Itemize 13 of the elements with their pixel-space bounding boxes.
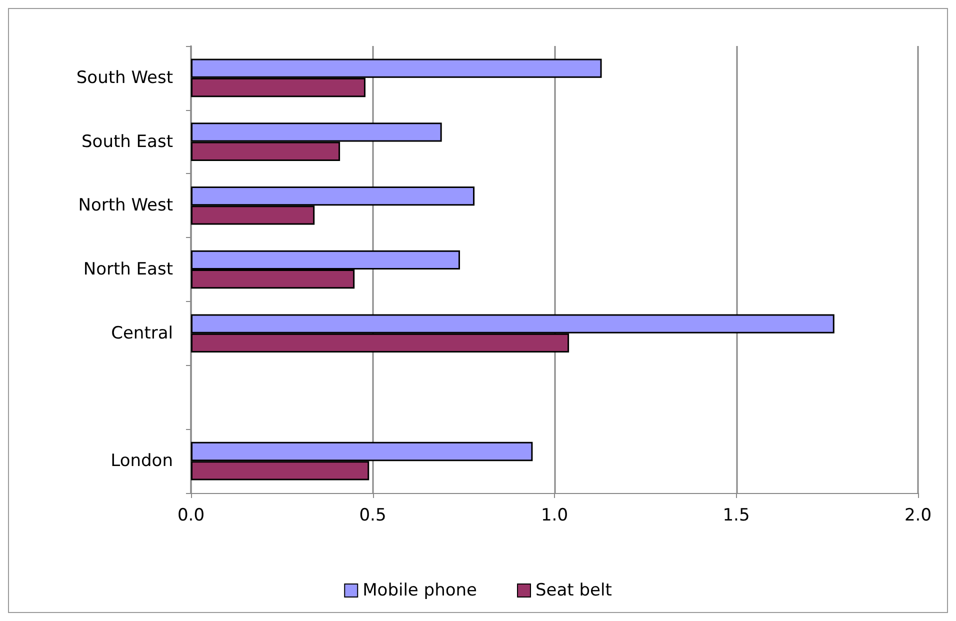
x-tick-label: 2.0 [904,506,932,526]
x-tick-label: 1.0 [540,506,568,526]
legend-label: Seat belt [535,580,612,600]
x-tick-label: 0.5 [359,506,386,526]
y-tick-label: South West [76,68,174,88]
legend-label: Mobile phone [362,580,478,600]
y-tick-label: North East [83,260,174,280]
x-tick-label: 1.5 [722,506,750,526]
y-tick-label: South East [82,132,174,152]
y-tick-label: North West [78,196,174,216]
y-tick-label: Central [111,323,173,344]
x-tick-label: 0.0 [177,506,205,526]
y-tick-label: London [110,451,173,472]
